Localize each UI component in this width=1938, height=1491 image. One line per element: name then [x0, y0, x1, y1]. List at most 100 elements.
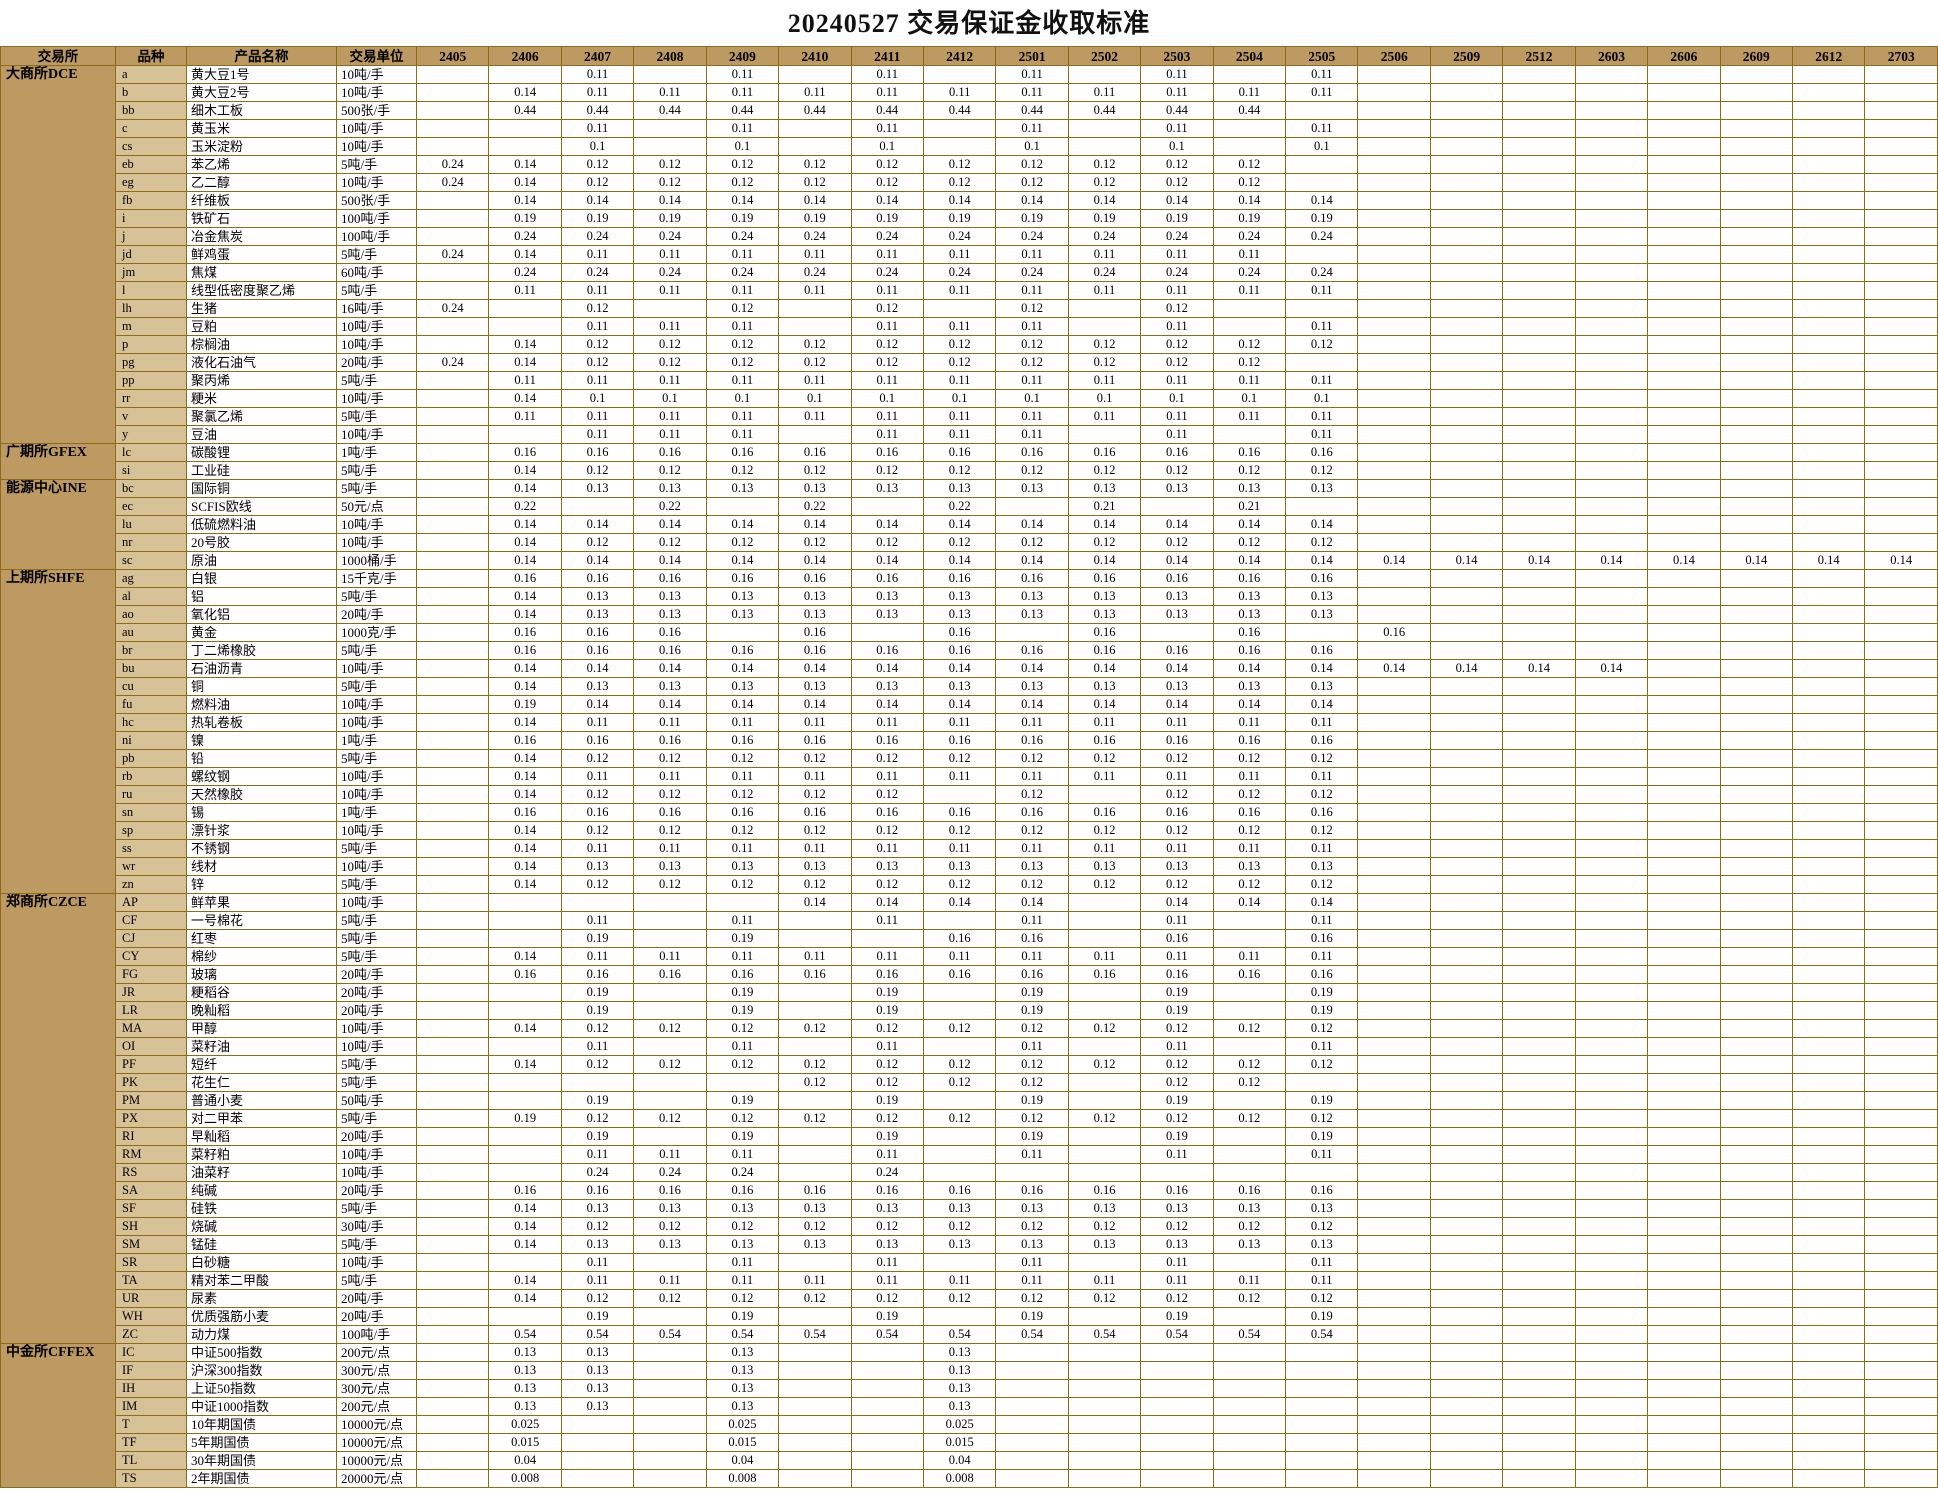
- table-row-lu: lu 低硫燃料油 10吨/手 0.14 0.14 0.14 0.14 0.14 0.14 0.14…: [1, 515, 1938, 534]
- margin-value-cell: [1357, 83, 1431, 102]
- margin-value-cell: 0.12: [850, 173, 924, 192]
- trade-unit-cell: 10吨/手: [336, 119, 417, 138]
- margin-value-cell: [1864, 461, 1938, 480]
- table-row-TA: TA 精对苯二甲酸 5吨/手 0.14 0.11 0.11 0.11 0.11 0.11 0.11…: [1, 1271, 1938, 1290]
- margin-value-cell: [1647, 407, 1721, 426]
- table-row-rr: rr 粳米 10吨/手 0.14 0.1 0.1 0.1 0.1 0.1 0.1 0.1 0.1 0.1…: [1, 389, 1938, 408]
- margin-value-cell: [1574, 65, 1649, 84]
- variety-code-cell: zn: [115, 875, 187, 894]
- margin-value-cell: [1067, 1127, 1142, 1146]
- margin-value-cell: [1792, 353, 1866, 372]
- margin-value-cell: [1357, 101, 1431, 120]
- margin-value-cell: [1719, 1163, 1794, 1182]
- margin-value-cell: [1719, 1199, 1794, 1218]
- margin-value-cell: 0.13: [995, 605, 1069, 624]
- margin-value-cell: [1864, 101, 1938, 120]
- margin-value-cell: [1719, 785, 1794, 804]
- margin-value-cell: 0.14: [488, 533, 562, 552]
- margin-value-cell: 0.1: [850, 137, 924, 156]
- margin-value-cell: [922, 1001, 997, 1020]
- margin-value-cell: [778, 1451, 852, 1470]
- margin-value-cell: [778, 1361, 852, 1380]
- margin-value-cell: [415, 947, 490, 966]
- margin-value-cell: 0.11: [922, 839, 997, 858]
- margin-value-cell: [1429, 1253, 1504, 1272]
- margin-value-cell: 0.12: [1285, 461, 1359, 480]
- margin-value-cell: [1357, 1109, 1431, 1128]
- trade-unit-cell: 5吨/手: [336, 929, 417, 948]
- margin-value-cell: [1647, 947, 1721, 966]
- table-row-SH: SH 烧碱 30吨/手 0.14 0.12 0.12 0.12 0.12 0.12 0.12 0.1…: [1, 1217, 1938, 1236]
- margin-value-cell: [1502, 101, 1576, 120]
- margin-value-cell: [1574, 227, 1649, 246]
- margin-value-cell: [922, 1037, 997, 1056]
- margin-value-cell: [1647, 695, 1721, 714]
- margin-value-cell: [488, 1307, 562, 1326]
- margin-value-cell: [633, 1001, 707, 1020]
- margin-value-cell: 0.12: [778, 1109, 852, 1128]
- variety-code-cell: br: [115, 641, 187, 660]
- column-header-1: 品种: [115, 46, 187, 66]
- margin-value-cell: 0.11: [560, 245, 635, 264]
- variety-code-cell: v: [115, 407, 187, 426]
- margin-value-cell: [633, 1451, 707, 1470]
- margin-value-cell: 0.13: [850, 677, 924, 696]
- margin-value-cell: [1647, 1109, 1721, 1128]
- margin-value-cell: 0.19: [1285, 1127, 1359, 1146]
- margin-value-cell: 0.14: [560, 551, 635, 570]
- product-name-cell: 油菜籽: [186, 1163, 337, 1182]
- margin-value-cell: [1719, 515, 1794, 534]
- margin-value-cell: [1574, 1451, 1649, 1470]
- margin-value-cell: 0.12: [850, 785, 924, 804]
- margin-value-cell: [488, 1091, 562, 1110]
- margin-value-cell: 0.11: [1212, 245, 1287, 264]
- margin-value-cell: [1647, 605, 1721, 624]
- margin-value-cell: [1140, 1379, 1214, 1398]
- margin-value-cell: 0.12: [1067, 353, 1142, 372]
- margin-value-cell: 0.008: [705, 1469, 780, 1488]
- margin-value-cell: [1574, 425, 1649, 444]
- margin-value-cell: 0.1: [995, 389, 1069, 408]
- month-header-2504: 2504: [1212, 46, 1287, 66]
- margin-value-cell: [1864, 893, 1938, 912]
- margin-value-cell: 0.11: [1140, 371, 1214, 390]
- margin-value-cell: [1719, 245, 1794, 264]
- margin-value-cell: [995, 623, 1069, 642]
- margin-value-cell: 0.1: [1285, 389, 1359, 408]
- margin-value-cell: [1647, 1433, 1721, 1452]
- margin-value-cell: 0.13: [1140, 1235, 1214, 1254]
- margin-value-cell: 0.13: [1140, 587, 1214, 606]
- margin-value-cell: 0.14: [488, 677, 562, 696]
- margin-value-cell: 0.16: [705, 569, 780, 588]
- margin-value-cell: 0.1: [705, 389, 780, 408]
- margin-value-cell: 0.14: [1357, 659, 1431, 678]
- margin-value-cell: [1067, 137, 1142, 156]
- margin-value-cell: 0.025: [922, 1415, 997, 1434]
- margin-value-cell: [1429, 1073, 1504, 1092]
- margin-value-cell: [1140, 497, 1214, 516]
- product-name-cell: 铜: [186, 677, 337, 696]
- margin-value-cell: 0.11: [1285, 713, 1359, 732]
- margin-value-cell: 0.11: [633, 839, 707, 858]
- margin-value-cell: [1140, 1451, 1214, 1470]
- margin-value-cell: 0.11: [560, 947, 635, 966]
- margin-value-cell: 0.14: [850, 893, 924, 912]
- margin-value-cell: [1574, 1145, 1649, 1164]
- margin-value-cell: [1429, 1343, 1504, 1362]
- margin-value-cell: 0.11: [922, 371, 997, 390]
- margin-value-cell: [415, 929, 490, 948]
- margin-value-cell: [1792, 1325, 1866, 1344]
- margin-value-cell: [1719, 155, 1794, 174]
- margin-value-cell: [1357, 1451, 1431, 1470]
- margin-value-cell: 0.13: [633, 587, 707, 606]
- trade-unit-cell: 50吨/手: [336, 1091, 417, 1110]
- margin-value-cell: [1574, 407, 1649, 426]
- margin-value-cell: 0.16: [850, 803, 924, 822]
- margin-value-cell: 0.1: [995, 137, 1069, 156]
- margin-value-cell: [778, 1433, 852, 1452]
- trade-unit-cell: 5吨/手: [336, 947, 417, 966]
- margin-value-cell: 0.19: [488, 209, 562, 228]
- margin-value-cell: 0.13: [1212, 857, 1287, 876]
- margin-value-cell: 0.12: [850, 821, 924, 840]
- margin-value-cell: [1429, 173, 1504, 192]
